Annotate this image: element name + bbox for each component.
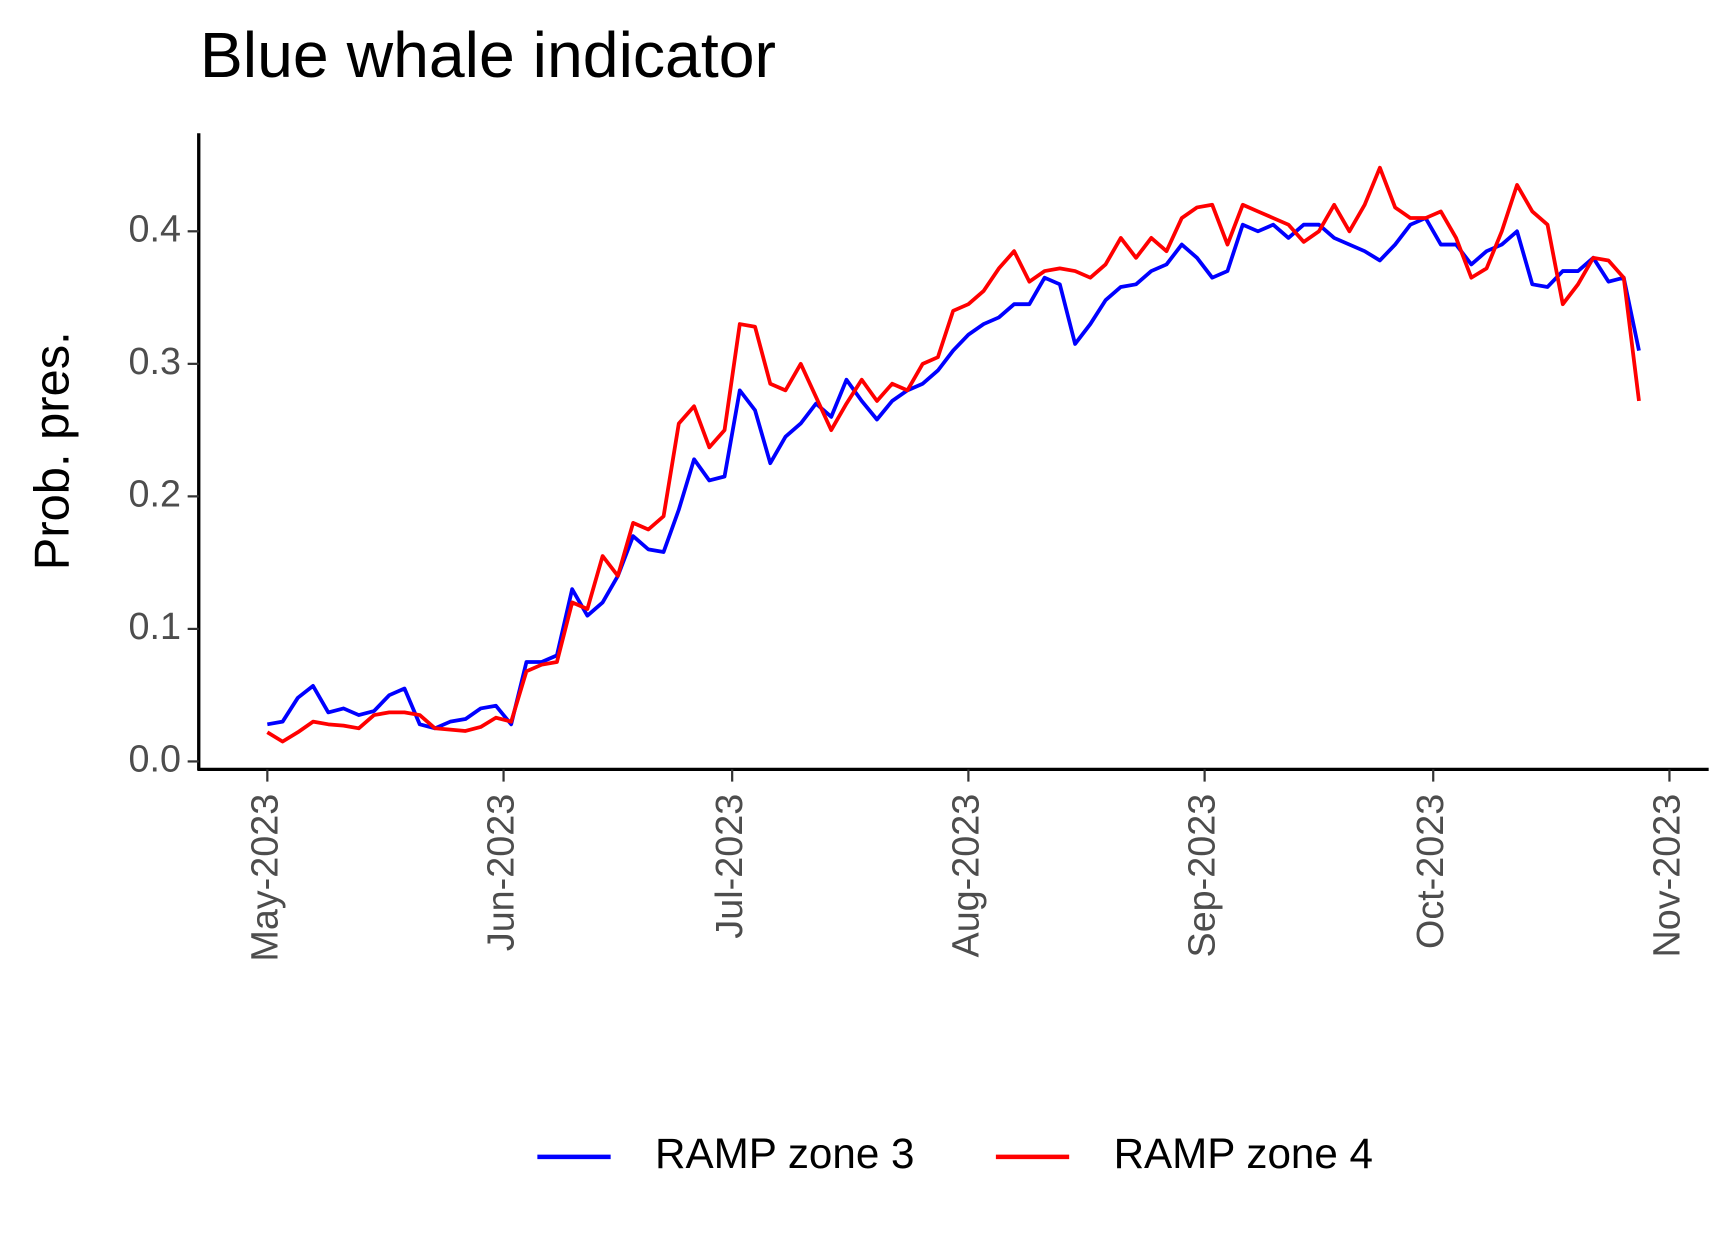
- y-tick-label: 0.2: [129, 472, 181, 514]
- y-tick-label: 0.4: [129, 207, 181, 249]
- x-tick-label: Aug-2023: [944, 794, 986, 958]
- legend-label: RAMP zone 4: [1114, 1130, 1373, 1177]
- y-tick-label: 0.3: [129, 340, 181, 382]
- chart-title: Blue whale indicator: [200, 19, 776, 91]
- legend-label: RAMP zone 3: [655, 1130, 914, 1177]
- x-tick-label: May-2023: [243, 794, 285, 962]
- x-tick-label: Oct-2023: [1409, 794, 1451, 949]
- y-tick-label: 0.0: [129, 737, 181, 779]
- series-line: [266, 165, 1641, 744]
- x-tick-label: Jul-2023: [708, 794, 750, 939]
- y-axis-label: Prob. pres.: [25, 331, 79, 570]
- x-tick-label: Jun-2023: [480, 794, 522, 951]
- y-tick-label: 0.1: [129, 605, 181, 647]
- x-tick-label: Sep-2023: [1181, 794, 1223, 958]
- x-tick-label: Nov-2023: [1645, 794, 1687, 958]
- series-line: [267, 216, 1641, 731]
